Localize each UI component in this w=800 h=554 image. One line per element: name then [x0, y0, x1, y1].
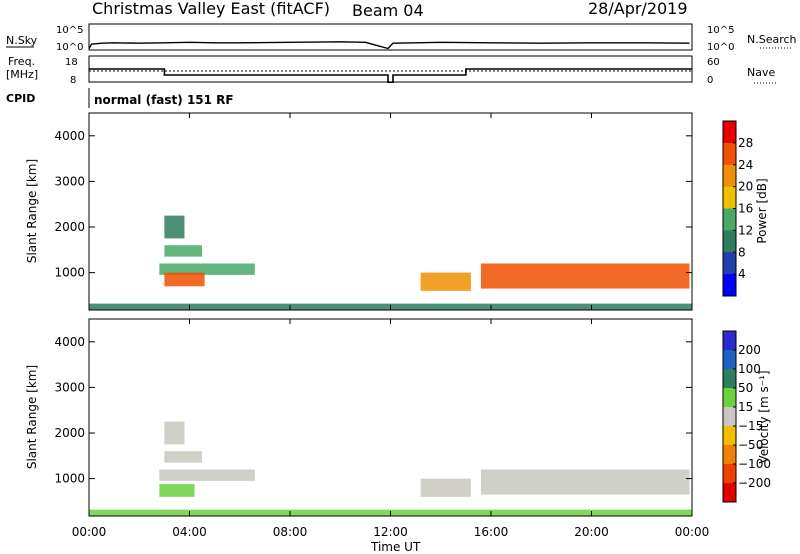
y-tick-label: 2000: [54, 426, 85, 440]
power-colorbar-title: Power [dB]: [755, 178, 769, 243]
power-colorbar: 4 8 12 16 20 24 28: [722, 120, 753, 297]
heatmap-region: [164, 451, 203, 463]
power-heatmap: [89, 215, 692, 310]
freq-series: [89, 68, 692, 83]
y-tick-label: 3000: [54, 174, 85, 188]
colorbar-segment: [723, 331, 736, 351]
heatmap-region: [159, 484, 195, 497]
y-tick-label: 4000: [54, 335, 85, 349]
colorbar-segment: [723, 121, 736, 144]
power-panel: 1000 2000 3000 4000 Slant Range [km]: [25, 112, 693, 311]
station-title: Christmas Valley East (fitACF): [92, 0, 330, 18]
heatmap-region: [164, 245, 203, 257]
colorbar-tick-label: −15: [738, 419, 763, 433]
nsky-frame: [88, 23, 693, 51]
nsky-panel: N.Sky 10^5 10^0 10^5 10^0 N.Search: [6, 23, 797, 53]
colorbar-tick-label: 200: [738, 343, 761, 357]
colorbar-tick-label: 100: [738, 362, 761, 376]
colorbar-segment: [723, 407, 736, 427]
colorbar-segment: [723, 369, 736, 389]
velocity-colorbar: 200 100 50 15 −15 −50 −100 −200: [722, 330, 771, 503]
colorbar-tick-label: 8: [738, 245, 746, 259]
heatmap-region: [480, 263, 690, 289]
velocity-panel: 1000 2000 3000 4000 Slant Range [km]: [25, 318, 693, 517]
heatmap-region: [164, 421, 185, 445]
colorbar-segment: [723, 388, 736, 408]
y-tick-label: 4000: [54, 129, 85, 143]
colorbar-tick-label: 50: [738, 381, 753, 395]
heatmap-region: [164, 272, 205, 287]
nave-tick-bottom: 0: [707, 75, 713, 86]
colorbar-tick-label: −50: [738, 438, 763, 452]
velocity-colorbar-title: Velocity [m s⁻¹]: [757, 370, 771, 463]
colorbar-segment: [723, 350, 736, 370]
x-tick-label: 08:00: [273, 525, 308, 539]
x-tick-label: 12:00: [373, 525, 408, 539]
colorbar-segment: [723, 445, 736, 465]
x-tick-label: 04:00: [172, 525, 207, 539]
colorbar-tick-label: 15: [738, 400, 753, 414]
velocity-heatmap: [89, 421, 692, 516]
freq-panel: Freq. [MHz] 18 8 60 0 Nave: [6, 55, 778, 86]
colorbar-frame: [722, 330, 737, 503]
y-tick-label: 1000: [54, 472, 85, 486]
nave-tick-top: 60: [707, 57, 720, 68]
beam-label: Beam 04: [352, 1, 424, 20]
cpid-label: CPID: [6, 92, 35, 105]
heatmap-region: [159, 263, 255, 275]
colorbar-segment: [723, 186, 736, 209]
x-axis-label: Time UT: [370, 540, 421, 554]
colorbar-segment: [723, 464, 736, 484]
freq-unit: [MHz]: [6, 68, 38, 81]
colorbar-tick-label: −200: [738, 476, 771, 490]
colorbar-segment: [723, 164, 736, 188]
x-tick-label: 16:00: [474, 525, 509, 539]
heatmap-region: [159, 469, 255, 481]
y-tick-label: 3000: [54, 380, 85, 394]
heatmap-region: [164, 215, 185, 239]
heatmap-region: [480, 469, 690, 495]
colorbar-segment: [723, 230, 736, 253]
nsearch-tick-bottom: 10^0: [707, 42, 734, 53]
colorbar-segment: [723, 252, 736, 275]
heatmap-region: [420, 272, 471, 291]
freq-tick-top: 18: [65, 57, 78, 68]
nsearch-tick-top: 10^5: [707, 25, 734, 36]
date-label: 28/Apr/2019: [588, 0, 688, 18]
y-tick-label: 2000: [54, 220, 85, 234]
colorbar-tick-label: 24: [738, 158, 753, 172]
colorbar-tick-label: 4: [738, 267, 746, 281]
x-tick-label: 00:00: [675, 525, 710, 539]
nsky-label: N.Sky: [6, 34, 38, 47]
nsky-tick-top: 10^5: [56, 25, 83, 36]
x-axis-ticks: 00:00 04:00 08:00 12:00 16:00 20:00 00:00: [72, 113, 710, 539]
colorbar-tick-label: 16: [738, 202, 753, 216]
power-ylabel: Slant Range [km]: [25, 159, 39, 263]
freq-label: Freq.: [8, 55, 35, 68]
cpid-text: normal (fast) 151 RF: [94, 93, 234, 107]
colorbar-segment: [723, 142, 736, 166]
colorbar-tick-label: 12: [738, 223, 753, 237]
velocity-ylabel: Slant Range [km]: [25, 365, 39, 469]
colorbar-tick-label: 28: [738, 136, 753, 150]
power-y-ticks: 1000 2000 3000 4000: [54, 129, 692, 280]
colorbar-tick-label: −100: [738, 457, 771, 471]
colorbar-segment: [723, 274, 736, 297]
x-tick-label: 20:00: [574, 525, 609, 539]
nsky-tick-bottom: 10^0: [56, 42, 83, 53]
colorbar-segment: [723, 426, 736, 446]
colorbar-tick-label: 20: [738, 180, 753, 194]
x-tick-label: 00:00: [72, 525, 107, 539]
nave-label: Nave: [747, 66, 775, 79]
freq-tick-bottom: 8: [70, 75, 76, 86]
y-tick-label: 1000: [54, 266, 85, 280]
heatmap-region: [420, 478, 471, 497]
nsearch-label: N.Search: [747, 33, 797, 46]
nsky-series: [88, 41, 690, 50]
colorbar-segment: [723, 483, 736, 503]
colorbar-segment: [723, 208, 736, 231]
velocity-y-ticks: 1000 2000 3000 4000: [54, 335, 692, 486]
